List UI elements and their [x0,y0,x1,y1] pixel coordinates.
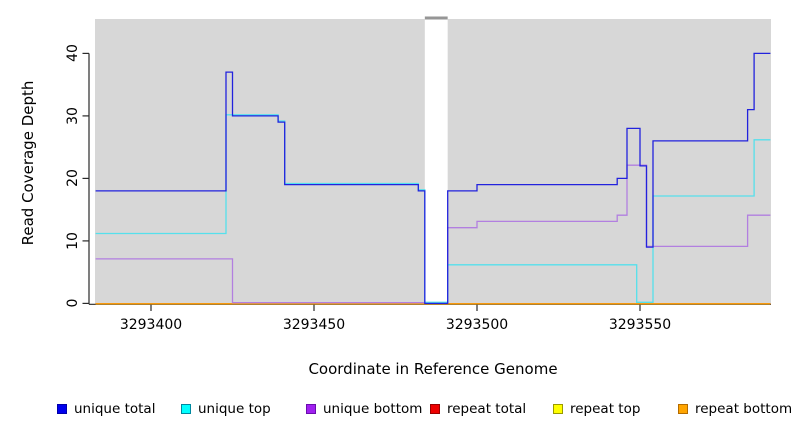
y-axis-title: Read Coverage Depth [19,80,37,246]
legend-item-repeat-bottom: repeat bottom [678,401,792,417]
y-tick-label: 20 [65,169,81,188]
x-axis-title: Coordinate in Reference Genome [308,360,558,378]
masked-region-cap [424,16,448,20]
legend-item-unique-top: unique top [181,401,271,417]
series-line-unique-total [95,52,771,305]
legend-swatch-icon [430,404,440,414]
series-line-unique-bottom [95,164,771,304]
legend-label: repeat top [570,401,641,417]
y-tick-label: 0 [65,298,81,308]
legend-label: unique top [198,401,271,417]
legend-label: unique total [74,401,156,417]
legend-label: repeat total [447,401,527,417]
legend-swatch-icon [553,404,563,414]
legend-item-repeat-top: repeat top [553,401,640,417]
legend-label: repeat bottom [695,401,792,417]
x-tick-label: 3293550 [608,317,672,333]
legend-swatch-icon [57,404,67,414]
y-tick-label: 10 [65,231,81,250]
y-tick-label: 40 [65,44,81,63]
x-tick-label: 3293400 [119,317,183,333]
legend-label: unique bottom [323,401,423,417]
legend-item-repeat-total: repeat total [430,401,526,417]
x-tick-label: 3293500 [445,317,509,333]
masked-region [424,19,448,304]
legend-item-unique-bottom: unique bottom [306,401,422,417]
legend-swatch-icon [306,404,316,414]
legend-swatch-icon [678,404,688,414]
legend-item-unique-total: unique total [57,401,155,417]
x-tick-label: 3293450 [282,317,346,333]
legend-swatch-icon [181,404,191,414]
y-tick-label: 30 [65,106,81,125]
